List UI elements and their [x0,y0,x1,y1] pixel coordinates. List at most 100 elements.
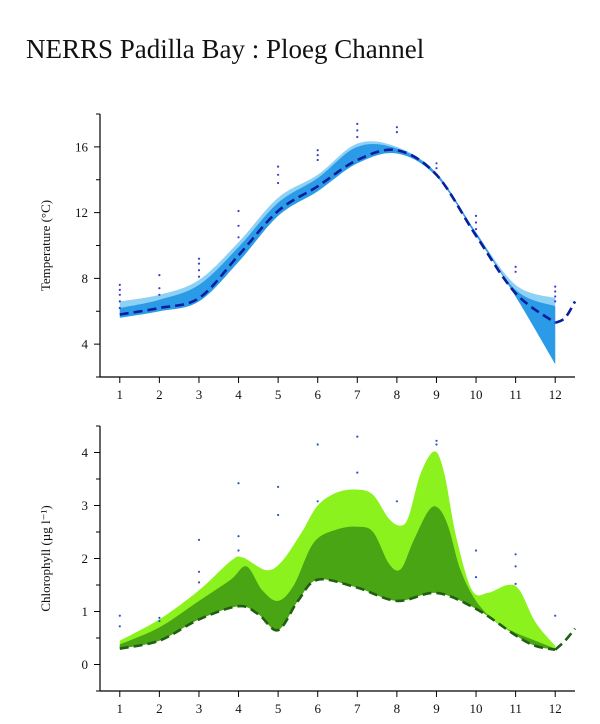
temperature-x-tick-label: 11 [509,387,522,402]
temperature-observation-point [356,135,359,139]
chlorophyll-observation-point [554,614,557,617]
temperature-x-tick-label: 7 [354,387,361,402]
temperature-y-axis-label: Temperature (°C) [38,200,53,291]
chlorophyll-observation-point [435,439,438,442]
temperature-observation-point [474,214,478,217]
chlorophyll-observation-point [514,565,517,568]
temperature-x-tick-label: 8 [394,387,401,402]
temperature-observation-point [277,165,280,168]
page-title: NERRS Padilla Bay : Ploeg Channel [26,34,425,64]
chlorophyll-band-inner [119,506,556,650]
temperature-observation-point [197,275,201,278]
temperature-x-tick-label: 2 [156,387,163,402]
temperature-x-tick-label: 5 [275,387,282,402]
chlorophyll-mean-extension [554,627,577,651]
chlorophyll-x-tick-label: 2 [156,701,163,716]
temperature-observation-point [514,265,517,268]
temperature-observation-point [237,209,240,213]
chlorophyll-observation-point [158,619,161,623]
chlorophyll-observation-point [277,485,280,488]
chlorophyll-observation-point [237,482,240,485]
temperature-observation-point [474,221,478,224]
chlorophyll-x-tick-label: 3 [196,701,203,716]
temperature-observation-point [316,149,319,152]
chlorophyll-y-tick-label: 3 [82,498,89,513]
temperature-observation-point [158,293,161,296]
temperature-y-tick-label: 12 [75,205,88,220]
chlorophyll-x-tick-label: 1 [117,701,124,716]
chlorophyll-observation-point [474,576,478,579]
chlorophyll-observation-point [197,570,201,573]
chlorophyll-observation-point [158,616,161,619]
chlorophyll-y-tick-label: 1 [82,604,89,619]
temperature-observation-point [277,173,280,176]
chlorophyll-observation-point [237,535,240,538]
temperature-observation-point [316,154,319,157]
temperature-y-tick-label: 4 [82,337,89,352]
chlorophyll-observation-point [474,549,478,552]
chlorophyll-observation-point [395,500,398,503]
temperature-observation-point [237,236,240,239]
temperature-observation-point [118,288,121,291]
chlorophyll-observation-point [514,582,517,585]
temperature-observation-point [554,300,557,303]
temperature-observation-point [197,269,201,272]
temperature-observation-point [474,228,478,231]
temperature-observation-point [118,306,121,310]
chlorophyll-y-tick-label: 2 [82,551,89,566]
temperature-observation-point [514,270,517,273]
temperature-observation-point [316,158,319,162]
chlorophyll-x-tick-label: 11 [509,701,522,716]
temperature-observation-point [554,285,557,288]
chlorophyll-observation-point [356,435,359,438]
chlorophyll-observation-point [118,625,121,628]
chlorophyll-observation-point [118,614,121,617]
temperature-observation-point [158,274,161,277]
temperature-observation-point [356,122,359,125]
temperature-observation-point [554,290,557,293]
chlorophyll-x-tick-label: 9 [433,701,440,716]
chlorophyll-y-tick-label: 0 [82,657,89,672]
temperature-observation-point [118,283,121,286]
chlorophyll-y-axis-label: Chlorophyll (µg l⁻¹) [38,505,53,611]
chlorophyll-observation-point [316,443,319,446]
chlorophyll-x-tick-label: 8 [394,701,401,716]
temperature-observation-point [554,295,557,298]
temperature-x-tick-label: 3 [196,387,203,402]
temperature-observation-point [158,287,161,290]
chlorophyll-x-tick-label: 7 [354,701,361,716]
chlorophyll-x-tick-label: 10 [470,701,483,716]
chlorophyll-x-tick-label: 6 [314,701,321,716]
temperature-x-tick-label: 12 [549,387,562,402]
temperature-x-tick-label: 9 [433,387,440,402]
chlorophyll-observation-point [435,443,438,446]
temperature-observation-point [197,262,201,265]
temperature-observation-point [435,167,438,170]
temperature-x-tick-label: 4 [235,387,242,402]
temperature-x-tick-label: 6 [314,387,321,402]
temperature-observation-point [395,131,398,134]
chlorophyll-observation-point [237,549,240,552]
temperature-y-tick-label: 8 [82,271,89,286]
temperature-observation-point [118,300,121,303]
chlorophyll-x-tick-label: 4 [235,701,242,716]
chlorophyll-observation-point [197,538,201,541]
temperature-x-tick-label: 1 [117,387,124,402]
temperature-observation-point [435,162,438,165]
temperature-mean-extension [554,300,577,324]
temperature-observation-point [237,224,240,227]
chlorophyll-observation-point [514,553,517,556]
chlorophyll-observation-point [277,513,280,517]
chlorophyll-mean-line [119,577,556,651]
temperature-mean-line [119,148,556,324]
temperature-observation-point [197,257,201,260]
chlorophyll-x-tick-label: 5 [275,701,282,716]
chlorophyll-observation-point [356,471,359,474]
temperature-observation-point [277,181,280,185]
chlorophyll-x-tick-label: 12 [549,701,562,716]
temperature-observation-point [395,126,398,129]
chlorophyll-observation-point [197,581,201,584]
chlorophyll-y-tick-label: 4 [82,445,89,460]
